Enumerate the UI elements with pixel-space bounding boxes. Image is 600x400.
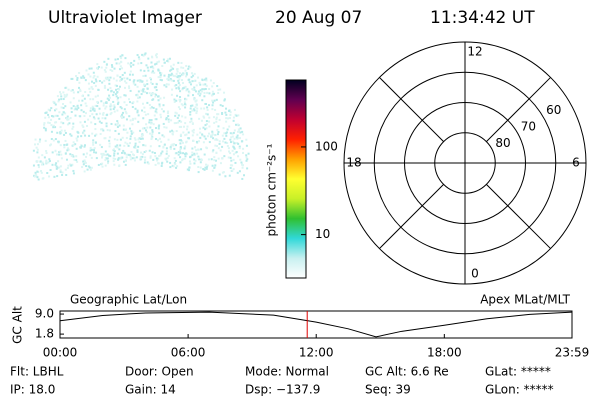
date: 20 Aug 07 [275, 8, 362, 28]
polar-mlt-label: 6 [572, 156, 580, 170]
alt-line [59, 311, 573, 338]
status-field: Seq: 39 [365, 383, 411, 397]
y-axis-label: GC Alt [11, 306, 25, 344]
status-field: Mode: Normal [245, 365, 329, 379]
time: 11:34:42 UT [430, 8, 535, 28]
title: Ultraviolet Imager [48, 8, 202, 28]
colorbar-tick-label: 100 [315, 139, 338, 153]
polar-spoke [379, 77, 444, 142]
polar-lat-label: 80 [495, 136, 510, 150]
polar-mlt-label: 12 [467, 45, 482, 59]
x-tick-label: 18:00 [427, 346, 462, 360]
y-tick-label: 1.8 [35, 327, 54, 341]
right-label: Apex MLat/MLT [480, 293, 570, 307]
polar-spoke [486, 77, 551, 142]
polar-spoke [379, 184, 444, 249]
y-tick-label: 9.0 [35, 307, 54, 321]
polar-mlt-label: 18 [346, 156, 361, 170]
status-field: Gain: 14 [125, 383, 176, 397]
x-tick-label: 00:00 [43, 346, 78, 360]
uv-image [32, 52, 250, 181]
colorbar [285, 79, 307, 279]
x-tick-label: 12:00 [299, 346, 334, 360]
colorbar-label: photon cm⁻²s⁻¹ [265, 143, 279, 236]
colorbar-tick-label: 10 [315, 227, 330, 241]
polar-lat-label: 60 [546, 103, 561, 117]
status-field: IP: 18.0 [10, 383, 55, 397]
x-tick-label: 23:59 [555, 346, 590, 360]
status-field: GLon: ***** [485, 383, 554, 397]
polar-spoke [486, 184, 551, 249]
status-field: GC Alt: 6.6 Re [365, 365, 449, 379]
status-field: Flt: LBHL [10, 365, 64, 379]
status-field: Dsp: −137.9 [245, 383, 320, 397]
status-field: Door: Open [125, 365, 194, 379]
alt-frame [59, 310, 573, 339]
polar-mlt-label: 0 [471, 267, 479, 281]
left-label: Geographic Lat/Lon [70, 293, 187, 307]
x-tick-label: 06:00 [171, 346, 206, 360]
polar-lat-label: 70 [521, 119, 536, 133]
status-field: GLat: ***** [485, 365, 551, 379]
